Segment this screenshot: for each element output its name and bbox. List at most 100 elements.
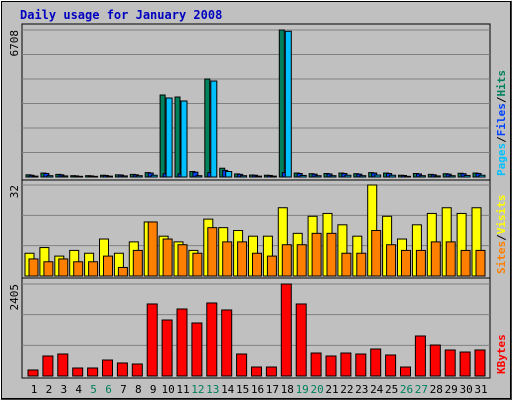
x-tick-label: 15 [236,383,249,396]
bar [389,174,397,178]
bar [221,309,233,377]
x-tick-label: 26 [400,383,413,396]
bar [280,283,292,377]
bar [174,96,181,178]
bar [159,94,166,178]
bar [103,255,113,277]
bar [191,322,203,377]
bar [192,252,203,277]
x-tick-label: 10 [161,383,174,396]
bar [106,175,113,178]
bar [251,366,262,377]
chart-title: Daily usage for January 2008 [20,8,222,22]
legend-entry: Hits [495,70,508,97]
bar [299,174,307,178]
legend-entry: Sites [495,241,508,274]
x-tick-label: 24 [370,383,384,396]
x-tick-label: 27 [415,383,428,396]
legend-separator: / [495,136,508,143]
bar [72,367,84,377]
bar [135,175,143,178]
bar [150,174,158,178]
y-tick-label: 2405 [8,284,21,311]
bar [176,308,188,377]
bar [284,30,292,178]
bar [344,174,352,178]
bar [401,249,411,277]
legend-entry: Pages [495,143,508,176]
legend: KBytes [495,334,508,374]
bar [370,348,382,377]
bar [459,351,471,377]
bar [252,252,262,277]
bar [58,258,69,277]
x-tick-label: 4 [75,383,82,396]
bar [404,175,411,178]
x-tick-label: 14 [221,383,235,396]
bar [180,100,188,178]
bar [359,175,367,178]
bar [76,175,84,178]
bar [255,175,262,178]
bar [117,266,128,277]
legend: Sites/Visits [495,195,508,275]
bar [177,244,188,277]
bar [116,362,128,377]
bar [236,353,248,377]
bar [448,175,456,178]
bar [204,78,211,178]
bar [433,175,441,178]
x-tick-label: 5 [90,383,97,396]
plot-area [21,277,491,379]
x-tick-label: 16 [251,383,264,396]
bar [475,249,486,277]
legend-separator: / [495,234,508,241]
x-tick-label: 13 [206,383,219,396]
bar [281,244,292,277]
bar [73,261,84,277]
bar [326,232,337,277]
x-tick-label: 21 [325,383,338,396]
bar [385,354,397,377]
x-tick-label: 17 [266,383,279,396]
bar [444,349,456,377]
bar [43,261,54,277]
x-tick-label: 30 [459,383,472,396]
x-tick-label: 22 [340,383,353,396]
bar [147,221,158,277]
bar [46,175,54,178]
bar [356,252,367,277]
legend-entry: Files [495,103,508,136]
bar [146,303,158,377]
bar [418,175,426,178]
bar [42,355,54,377]
bar [374,174,382,178]
legend-entry: KBytes [495,334,508,374]
x-tick-label: 18 [281,383,294,396]
bar [91,175,99,178]
x-tick-label: 31 [474,383,487,396]
bar [269,175,277,178]
x-tick-label: 11 [176,383,189,396]
bar [210,80,218,178]
y-tick-label: 32 [8,185,21,198]
x-tick-label: 23 [355,383,368,396]
bar [325,355,337,377]
bar [266,255,277,277]
x-tick-label: 6 [105,383,112,396]
bar [478,174,486,178]
bar [414,335,426,377]
bar [430,241,441,277]
bar [161,319,173,377]
bar [225,171,233,178]
legend-entry: Visits [495,195,508,235]
bar [237,241,248,277]
bar [28,258,39,277]
bar [240,175,248,178]
x-tick-label: 19 [296,383,309,396]
bar [296,244,307,277]
bar [87,367,99,377]
bar [400,366,411,377]
